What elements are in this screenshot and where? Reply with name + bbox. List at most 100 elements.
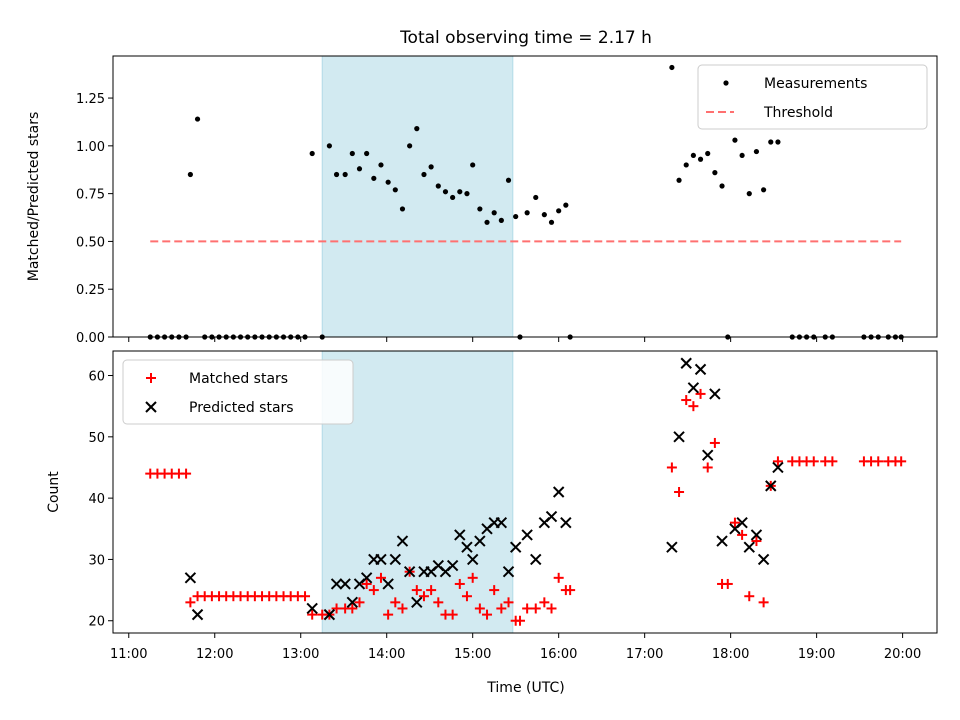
series-measurements xyxy=(147,64,904,340)
predicted-star-point xyxy=(396,535,409,547)
matched-star-point xyxy=(674,487,685,497)
matched-star-point xyxy=(354,597,365,608)
matched-star-point xyxy=(461,591,472,602)
matched-star-point xyxy=(737,529,748,540)
x-axis-label: Time (UTC) xyxy=(486,680,564,696)
measurement-point xyxy=(333,171,340,178)
x-tick-label: 14:00 xyxy=(368,647,405,662)
measurement-point xyxy=(421,171,427,178)
predicted-star-point xyxy=(772,461,784,474)
measurement-point xyxy=(407,143,413,149)
matched-star-point xyxy=(681,395,692,406)
matched-star-point xyxy=(546,603,557,614)
measurement-point xyxy=(477,206,483,212)
measurement-point xyxy=(524,210,530,216)
measurement-point xyxy=(470,162,476,168)
measurement-point xyxy=(505,177,512,183)
y-tick-label: 50 xyxy=(88,431,105,446)
predicted-star-point xyxy=(461,541,473,553)
measurement-point xyxy=(712,170,718,176)
matched-star-point xyxy=(454,578,465,589)
measurement-point xyxy=(746,191,752,197)
y-tick-label: 30 xyxy=(88,553,105,568)
measurement-point xyxy=(356,166,363,172)
matched-star-point xyxy=(397,603,408,614)
measurement-point xyxy=(442,189,449,195)
measurement-point xyxy=(194,116,201,122)
measurement-point xyxy=(719,183,725,189)
predicted-star-point xyxy=(306,602,318,615)
measurement-point xyxy=(739,152,745,159)
measurement-point xyxy=(435,183,441,189)
matched-star-point xyxy=(383,609,394,620)
predicted-star-point xyxy=(757,553,770,566)
measurement-point xyxy=(513,213,519,220)
predicted-star-point xyxy=(530,553,542,566)
y-tick-label: 0.50 xyxy=(76,235,105,250)
matched-star-point xyxy=(300,591,311,602)
measurement-point xyxy=(464,191,470,197)
legend-swatch-matched xyxy=(146,373,156,383)
y-tick-label: 0.25 xyxy=(76,283,105,298)
count-panel: 20 30 40 50 60 11:00 12:00 13:00 14:00 15:00 16:00… xyxy=(46,350,938,662)
x-tick-label: 13:00 xyxy=(282,647,319,662)
measurement-point xyxy=(392,187,398,193)
predicted-star-point xyxy=(716,535,728,547)
matched-star-point xyxy=(873,456,884,467)
matched-star-point xyxy=(565,585,576,596)
legend-swatch-predicted xyxy=(145,401,157,413)
matched-star-point xyxy=(185,597,196,608)
matched-star-point xyxy=(368,585,379,596)
predicted-star-point xyxy=(382,578,394,590)
measurement-point xyxy=(753,148,760,155)
matched-star-point xyxy=(307,609,318,620)
matched-star-point xyxy=(808,456,819,467)
x-tick-label: 11:00 xyxy=(110,647,147,662)
matched-star-point xyxy=(744,591,755,602)
matched-star-point xyxy=(722,578,733,589)
x-tick-label: 20:00 xyxy=(884,647,921,662)
measurement-point xyxy=(697,156,704,162)
predicted-star-point xyxy=(687,382,700,394)
measurement-point xyxy=(309,150,315,157)
y-tick-label: 0.75 xyxy=(76,188,105,203)
matched-star-point xyxy=(539,597,550,608)
matched-star-point xyxy=(514,615,525,626)
predicted-star-point xyxy=(389,553,402,566)
x-tick-label: 12:00 xyxy=(196,647,233,662)
predicted-star-point xyxy=(403,565,416,578)
measurement-point xyxy=(563,202,569,208)
matched-star-point xyxy=(522,603,533,614)
measurement-point xyxy=(732,137,738,143)
measurement-point xyxy=(705,150,711,157)
measurement-point xyxy=(378,162,384,168)
matched-star-point xyxy=(467,572,478,583)
predicted-star-point xyxy=(509,541,522,553)
matched-star-point xyxy=(375,572,386,583)
matched-star-point xyxy=(474,603,485,614)
y-tick-label: 60 xyxy=(88,370,105,385)
predicted-star-point xyxy=(765,480,777,492)
predicted-star-point xyxy=(360,572,373,584)
predicted-star-point xyxy=(521,529,533,541)
matched-star-point xyxy=(772,456,783,467)
predicted-star-point xyxy=(736,516,748,529)
measurement-point xyxy=(450,194,456,201)
matched-star-point xyxy=(411,585,422,596)
matched-star-point xyxy=(361,578,372,589)
y-axis-label: Count xyxy=(46,471,62,513)
matched-star-point xyxy=(896,456,907,467)
measurement-point xyxy=(690,152,696,159)
matched-star-point xyxy=(390,597,401,608)
predicted-star-point xyxy=(743,541,755,553)
x-tick-label: 15:00 xyxy=(454,647,491,662)
legend: Measurements Threshold xyxy=(697,64,928,130)
predicted-star-point xyxy=(184,572,197,584)
measurement-point xyxy=(669,64,675,71)
predicted-star-point xyxy=(474,535,486,547)
shaded-span xyxy=(321,55,514,338)
predicted-star-point xyxy=(466,553,479,566)
legend-label: Predicted stars xyxy=(189,400,294,416)
measurement-point xyxy=(498,217,504,223)
